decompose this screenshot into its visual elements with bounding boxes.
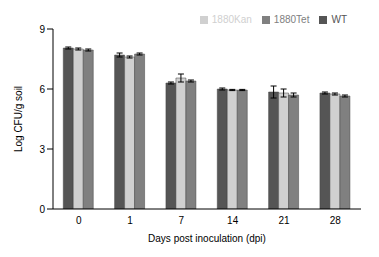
svg-text:6: 6 [39,84,45,95]
svg-text:14: 14 [227,215,239,226]
svg-text:Log CFU/g soil: Log CFU/g soil [13,86,24,152]
svg-text:9: 9 [39,24,45,35]
svg-text:3: 3 [39,144,45,155]
svg-text:21: 21 [278,215,290,226]
svg-text:1: 1 [127,215,133,226]
html-text:WT: WT [331,14,347,25]
svg-text:28: 28 [330,215,342,226]
html-text:1880Kan: 1880Kan [211,14,252,25]
svg-text:Days post inoculation (dpi): Days post inoculation (dpi) [148,233,266,244]
svg-text:7: 7 [179,215,185,226]
svg-text:0: 0 [76,215,82,226]
html-text:1880Tet: 1880Tet [273,14,310,25]
svg-text:0: 0 [39,204,45,215]
